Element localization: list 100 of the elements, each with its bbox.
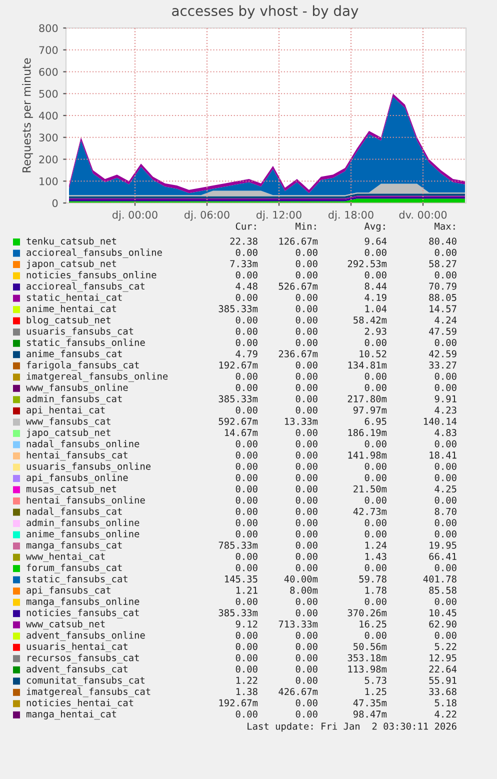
text: 0.00 [434,474,456,482]
text: 85.58 [429,586,456,594]
text: 0.00 [296,328,318,335]
text: 426.67m [278,688,318,696]
text: 4.24 [434,316,457,324]
text: 0.00 [296,406,318,414]
text: 1.24 [365,542,387,549]
text: 186.19m [348,429,387,436]
y-tick-label: 300 [39,134,58,142]
text: 0.00 [364,440,386,448]
text: 0.00 [296,666,318,673]
x-tick-label: dj. 00:00 [112,210,158,221]
text: 1.21 [236,586,258,594]
legend-label: advent_fansubs_online [26,631,145,641]
text: 0.00 [236,452,258,459]
legend-label: blog_catsub_net [26,316,110,326]
text: 0.00 [434,338,456,346]
text: 70.79 [429,282,456,290]
text: 385.33m [218,609,258,616]
text: 0.00 [364,271,386,279]
y-tick-label: 200 [39,155,58,164]
text: 2.93 [364,328,386,335]
legend-label: static_hentai_cat [26,294,122,303]
legend-label: accioreal_fansubs_online [26,248,162,258]
legend-label: static_fansubs_cat [26,575,128,584]
legend-label: usuaris_fansubs_cat [26,327,134,337]
text: 13.33m [285,418,318,425]
x-tick-label: dv. 00:00 [399,210,447,219]
legend-label: usuaris_fansubs_online [26,462,151,472]
text: 14.67m [225,429,258,436]
text: 40.00m [284,575,318,583]
text: 0.00 [236,248,258,256]
text: 47.35m [353,699,387,706]
text: 1.78 [365,586,386,594]
text: 713.33m [278,620,318,628]
text: 0.00 [296,530,318,538]
legend-label: usuaris_hentai_cat [26,642,128,652]
legend-label: musas_catsub_net [26,485,116,494]
text: 0.00 [236,406,258,414]
legend-label: www_fansubs_online [26,384,128,394]
text: 16.25 [360,620,386,628]
text: 0.00 [236,519,258,526]
text: 0.00 [364,496,386,504]
text: 0.00 [236,384,258,392]
text: 0.00 [236,632,258,639]
text: 1.38 [236,688,258,696]
legend-label: advent_fansubs_cat [26,665,128,675]
text: 0.00 [434,598,456,606]
y-tick-label: 0 [52,199,58,208]
text: 526.67m [278,282,318,290]
text: 33.27 [429,361,456,369]
text: 0.00 [364,338,386,346]
y-tick-label: 400 [38,112,58,120]
legend-label: imatgereal_fansubs_cat [26,688,150,698]
text: 0.00 [296,552,318,560]
text: 0.00 [296,676,318,684]
legend-label: www_fansubs_cat [26,417,110,427]
text: 0.00 [296,564,318,572]
text: 0.00 [236,294,258,302]
text: 0.00 [364,462,386,470]
text: 0.00 [434,372,456,380]
text: 1.25 [365,688,386,696]
legend-label: tenku_catsub_net [26,237,116,247]
text: 21.50m [354,485,387,492]
legend-label: farigola_fansubs_cat [26,361,139,371]
text: 9.91 [434,395,456,402]
text: 50.56m [354,642,387,650]
legend-label: api_fansubs_cat [26,586,110,596]
text: 0.00 [236,710,258,718]
y-tick-label: 100 [40,177,58,186]
text: 4.22 [434,710,456,718]
text: 0.00 [236,508,258,516]
chart-title: accesses by vhost - by day [172,5,358,19]
text: 0.00 [236,372,258,380]
text: 59.78 [359,575,386,583]
legend-label: api_fansubs_online [26,474,128,484]
text: 1.43 [365,552,386,560]
text: 0.00 [296,496,318,504]
text: 192.67m [219,361,258,369]
text: 10.45 [430,609,456,616]
legend-label: hentai_fansubs_online [26,496,145,506]
text: 0.00 [296,440,318,448]
text: 9.12 [236,620,258,628]
text: 22.64 [429,666,457,673]
text: 42.59 [429,350,456,358]
text: 5.18 [434,699,456,706]
text: 58.27 [429,260,456,268]
text: 0.00 [296,508,318,516]
text: 0.00 [434,519,456,526]
text: 0.00 [296,395,318,402]
text: 9.64 [364,238,387,245]
text: Cur: [236,222,256,230]
text: 0.00 [296,338,318,346]
legend-label: accioreal_fansubs_cat [26,282,144,292]
text: 0.00 [236,316,258,324]
text: 66.41 [429,552,456,560]
text: 141.98m [348,452,387,459]
text: 4.79 [236,350,258,358]
text: 0.00 [296,429,318,436]
text: 145.35 [225,575,258,583]
